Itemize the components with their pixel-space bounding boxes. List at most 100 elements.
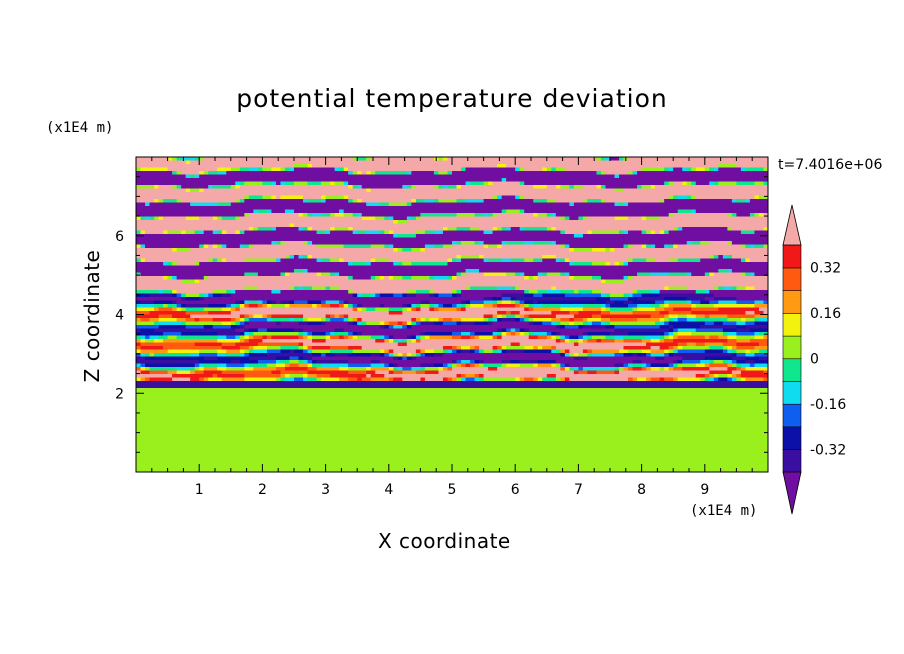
- contour-cell: [497, 276, 503, 281]
- contour-cell: [501, 269, 507, 274]
- contour-cell: [203, 262, 209, 267]
- contour-cell: [352, 181, 358, 186]
- contour-cell: [763, 178, 768, 183]
- contour-cell: [461, 241, 467, 246]
- contour-cell: [677, 276, 683, 281]
- contour-cell: [379, 174, 385, 179]
- contour-cell: [763, 272, 768, 277]
- contour-cell: [415, 248, 421, 253]
- contour-cell: [136, 251, 142, 256]
- contour-cell: [307, 269, 313, 274]
- contour-cell: [519, 199, 525, 204]
- contour-cell: [420, 216, 426, 221]
- contour-cell: [176, 195, 182, 200]
- contour-cell: [316, 206, 322, 211]
- contour-cell: [357, 269, 363, 274]
- contour-cell: [230, 167, 236, 172]
- contour-cell: [501, 279, 507, 284]
- contour-cell: [682, 192, 688, 197]
- contour-cell: [181, 213, 187, 218]
- contour-cell: [452, 188, 458, 193]
- contour-cell: [145, 251, 151, 256]
- contour-cell: [465, 276, 471, 281]
- contour-cell: [479, 171, 485, 176]
- contour-cell: [582, 188, 589, 193]
- contour-cell: [551, 188, 557, 193]
- contour-cell: [402, 276, 408, 281]
- contour-cell: [727, 213, 733, 218]
- contour-cell: [424, 262, 431, 267]
- contour-cell: [145, 202, 151, 207]
- contour-cell: [257, 227, 263, 232]
- contour-cell: [479, 230, 485, 235]
- contour-cell: [465, 181, 471, 186]
- contour-cell: [433, 188, 440, 193]
- contour-cell: [537, 276, 543, 281]
- contour-cell: [754, 223, 760, 228]
- contour-cell: [239, 223, 245, 228]
- contour-cell: [185, 160, 191, 165]
- contour-cell: [691, 213, 697, 218]
- contour-cell: [569, 174, 575, 179]
- contour-cell: [203, 174, 209, 179]
- contour-cell: [452, 199, 458, 204]
- contour-cell: [686, 276, 692, 281]
- contour-cell: [655, 220, 661, 225]
- contour-cell: [343, 164, 349, 169]
- contour-cell: [727, 269, 733, 274]
- contour-cell: [248, 202, 254, 207]
- contour-cell: [722, 206, 728, 211]
- contour-cell: [591, 276, 598, 281]
- contour-cell: [357, 241, 363, 246]
- contour-cell: [217, 237, 223, 242]
- contour-cell: [551, 213, 557, 218]
- contour-cell: [686, 244, 692, 249]
- contour-cell: [221, 262, 227, 267]
- contour-cell: [542, 255, 548, 260]
- contour-cell: [605, 216, 611, 221]
- contour-cell: [664, 174, 670, 179]
- contour-cell: [303, 269, 309, 274]
- contour-cell: [492, 244, 498, 249]
- contour-cell: [573, 220, 579, 225]
- contour-cell: [433, 244, 440, 249]
- contour-cell: [546, 230, 552, 235]
- contour-cell: [600, 160, 607, 165]
- contour-cell: [510, 192, 516, 197]
- contour-cell: [722, 202, 728, 207]
- contour-cell: [190, 279, 196, 284]
- contour-cell: [497, 185, 503, 190]
- contour-cell: [758, 213, 765, 218]
- contour-cell: [406, 188, 412, 193]
- contour-cell: [682, 251, 688, 256]
- contour-cell: [357, 251, 363, 256]
- contour-cell: [542, 237, 548, 242]
- contour-cell: [163, 237, 169, 242]
- contour-cell: [510, 216, 516, 221]
- contour-cell: [524, 171, 530, 176]
- contour-cell: [524, 206, 530, 211]
- contour-cell: [749, 164, 756, 169]
- contour-cell: [537, 234, 543, 239]
- contour-cell: [668, 269, 674, 274]
- contour-cell: [564, 241, 570, 246]
- contour-cell: [343, 269, 349, 274]
- contour-cell: [221, 216, 227, 221]
- contour-cell: [555, 209, 561, 214]
- contour-cell: [465, 220, 471, 225]
- contour-cell: [262, 216, 268, 221]
- contour-cell: [479, 262, 485, 267]
- contour-cell: [230, 251, 236, 256]
- contour-cell: [736, 244, 742, 249]
- contour-cell: [271, 209, 277, 214]
- contour-cell: [406, 220, 412, 225]
- contour-cell: [659, 192, 665, 197]
- contour-cell: [655, 160, 661, 165]
- contour-cell: [682, 234, 688, 239]
- contour-cell: [361, 195, 367, 200]
- contour-cell: [650, 157, 656, 162]
- contour-cell: [659, 171, 665, 176]
- contour-cell: [384, 192, 390, 197]
- contour-cell: [330, 244, 336, 249]
- contour-cell: [379, 241, 385, 246]
